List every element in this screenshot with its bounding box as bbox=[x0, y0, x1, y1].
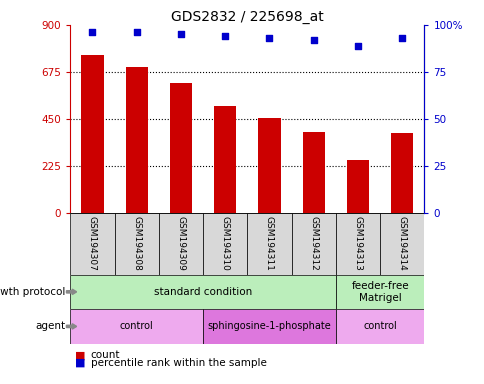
Text: GSM194310: GSM194310 bbox=[220, 217, 229, 271]
Point bbox=[309, 37, 317, 43]
Point bbox=[397, 35, 405, 41]
Bar bbox=[391, 132, 412, 213]
Point bbox=[221, 33, 228, 39]
Bar bbox=[335, 275, 424, 309]
Bar bbox=[203, 309, 335, 344]
Title: GDS2832 / 225698_at: GDS2832 / 225698_at bbox=[171, 10, 323, 24]
Text: GSM194312: GSM194312 bbox=[309, 217, 318, 271]
Bar bbox=[214, 106, 236, 213]
Bar bbox=[346, 160, 368, 213]
Point bbox=[133, 30, 140, 36]
Bar bbox=[70, 213, 114, 275]
Text: control: control bbox=[120, 321, 153, 331]
Text: standard condition: standard condition bbox=[153, 287, 252, 297]
Bar bbox=[169, 83, 192, 213]
Text: GSM194307: GSM194307 bbox=[88, 217, 97, 271]
Text: sphingosine-1-phosphate: sphingosine-1-phosphate bbox=[207, 321, 331, 331]
Text: GSM194313: GSM194313 bbox=[353, 217, 362, 271]
Bar bbox=[247, 213, 291, 275]
Text: GSM194309: GSM194309 bbox=[176, 217, 185, 271]
Point bbox=[177, 31, 184, 37]
Text: control: control bbox=[363, 321, 396, 331]
Bar bbox=[335, 213, 379, 275]
Text: GSM194314: GSM194314 bbox=[397, 217, 406, 271]
Point bbox=[353, 43, 361, 49]
Bar bbox=[70, 275, 335, 309]
Bar bbox=[114, 213, 158, 275]
Text: GSM194308: GSM194308 bbox=[132, 217, 141, 271]
Point bbox=[265, 35, 273, 41]
Text: GSM194311: GSM194311 bbox=[264, 217, 273, 271]
Point bbox=[89, 30, 96, 36]
Bar bbox=[81, 55, 103, 213]
Bar bbox=[291, 213, 335, 275]
Text: percentile rank within the sample: percentile rank within the sample bbox=[91, 358, 266, 368]
Bar bbox=[158, 213, 203, 275]
Text: ■: ■ bbox=[75, 350, 86, 361]
Bar bbox=[70, 309, 203, 344]
Text: agent: agent bbox=[35, 321, 65, 331]
Bar bbox=[335, 309, 424, 344]
Bar bbox=[125, 67, 148, 213]
Bar bbox=[203, 213, 247, 275]
Bar bbox=[379, 213, 424, 275]
Bar bbox=[258, 118, 280, 213]
Text: feeder-free
Matrigel: feeder-free Matrigel bbox=[350, 281, 408, 303]
Bar bbox=[302, 132, 324, 213]
Text: ■: ■ bbox=[75, 358, 86, 368]
Text: count: count bbox=[91, 350, 120, 361]
Text: growth protocol: growth protocol bbox=[0, 287, 65, 297]
